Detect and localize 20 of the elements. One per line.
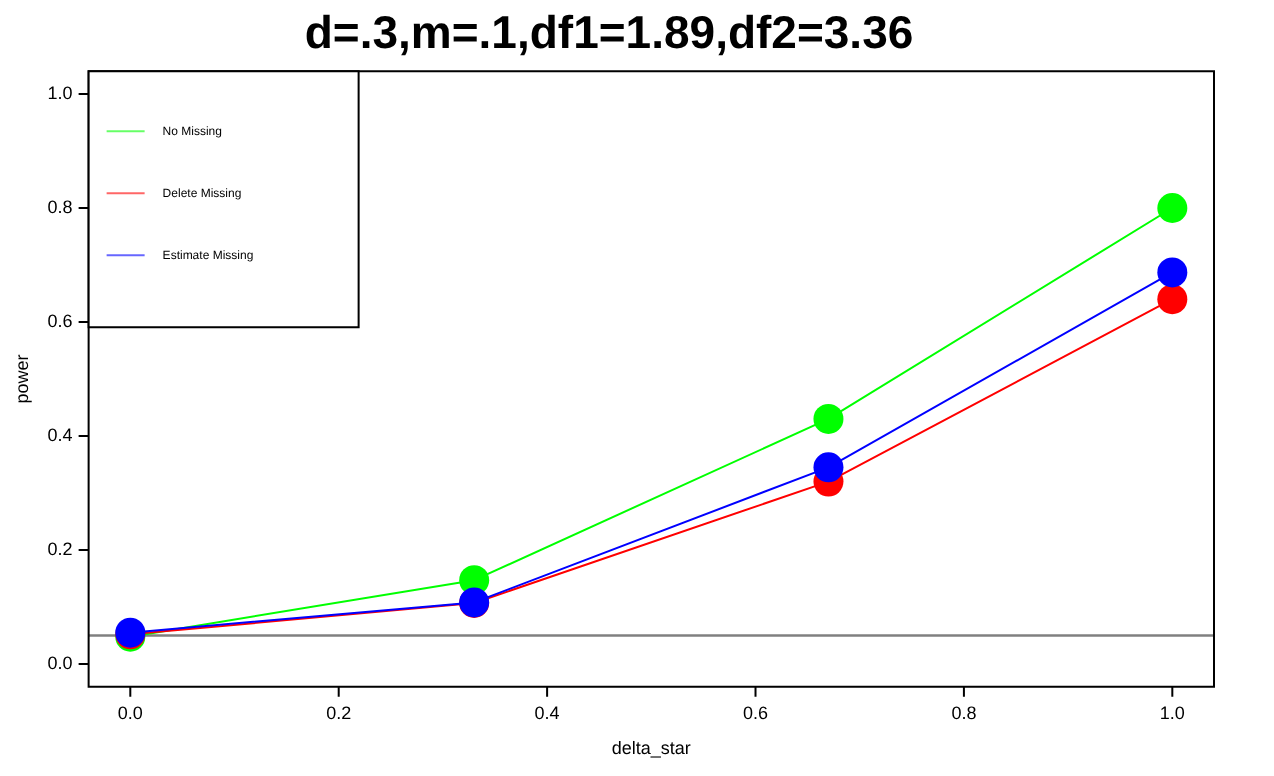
point: [1157, 193, 1188, 223]
y-tick-label: 0.2: [47, 538, 73, 559]
y-tick-label: 0.4: [47, 424, 73, 445]
point: [813, 403, 844, 434]
point: [1157, 284, 1188, 315]
point: [813, 452, 844, 483]
x-tick-label: 0.2: [326, 702, 352, 723]
y-tick-label: 0.6: [47, 310, 73, 331]
x-tick-label: 0.0: [117, 702, 143, 723]
y-tick-label: 1.0: [47, 82, 73, 103]
x-tick-label: 0.4: [534, 702, 560, 723]
x-axis-title: delta_star: [611, 738, 691, 759]
x-tick-label: 0.8: [951, 702, 977, 723]
y-axis-title: power: [11, 354, 32, 404]
y-tick-label: 0.0: [47, 652, 73, 673]
y-tick-label: 0.8: [47, 196, 73, 217]
x-tick-label: 1.0: [1159, 702, 1185, 723]
point: [1157, 257, 1188, 288]
x-tick-label: 0.6: [743, 702, 769, 723]
chart-title: d=.3,m=.1,df1=1.89,df2=3.36: [304, 6, 914, 59]
